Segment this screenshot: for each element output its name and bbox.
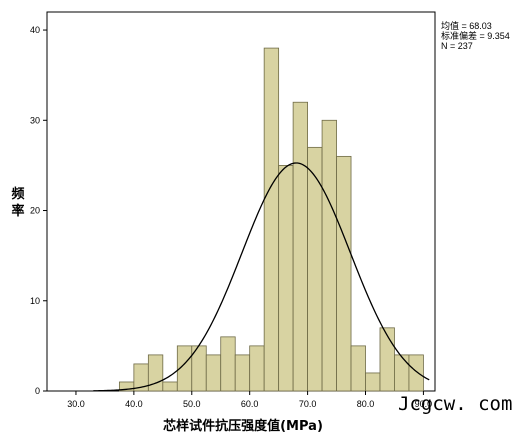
y-tick-label: 0 (35, 386, 40, 396)
watermark: Jcgcw. com (398, 393, 512, 415)
x-tick-label: 70.0 (299, 399, 317, 409)
x-tick-label: 60.0 (241, 399, 259, 409)
histogram-bar (408, 354, 424, 392)
histogram-bar (147, 354, 164, 392)
histogram-bar (394, 354, 410, 392)
stats-n: N = 237 (441, 41, 473, 51)
y-tick-label: 10 (30, 296, 40, 306)
histogram-bar (379, 327, 395, 392)
bars-group (118, 47, 424, 392)
histogram-bar (263, 47, 280, 392)
x-tick-label: 40.0 (125, 399, 143, 409)
histogram-bar (205, 354, 222, 392)
histogram-bar (292, 101, 308, 392)
x-axis-ticks: 30.0 40.0 50.0 60.0 70.0 80.0 90.0 (67, 391, 432, 409)
stats-std: 标准偏差 = 9.354 (441, 30, 510, 41)
x-tick-label: 50.0 (183, 399, 201, 409)
x-tick-label: 30.0 (67, 399, 85, 409)
histogram-bar (234, 354, 251, 392)
y-tick-label: 30 (30, 115, 40, 125)
stats-mean: 均值 = 68.03 (441, 20, 492, 31)
histogram-bar (336, 155, 352, 392)
x-tick-label: 80.0 (357, 399, 375, 409)
plot-area (46, 11, 436, 392)
x-axis-title: 芯样试件抗压强度值(MPa) (163, 418, 323, 434)
y-tick-label: 20 (30, 206, 40, 216)
x-tick-label: 90.0 (415, 399, 433, 409)
histogram-bar (162, 381, 178, 392)
histogram-bar (321, 119, 337, 392)
normal-curve (93, 162, 430, 392)
histogram-bar (249, 345, 265, 392)
histogram-bar (365, 372, 381, 392)
y-tick-label: 40 (30, 25, 40, 35)
histogram-bar (350, 345, 366, 392)
y-axis-title: 频率 (11, 186, 24, 219)
histogram-bar (220, 336, 236, 392)
y-axis-ticks: 0 10 20 30 40 (30, 25, 47, 396)
histogram-bar (278, 165, 294, 392)
